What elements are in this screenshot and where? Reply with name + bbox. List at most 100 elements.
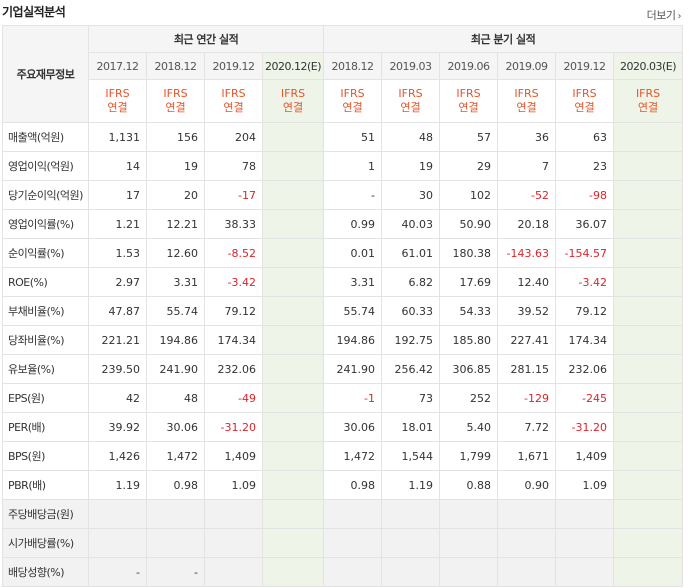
table-cell: 156 bbox=[146, 122, 205, 152]
table-cell: 36 bbox=[497, 122, 557, 152]
table-cell: 19 bbox=[146, 151, 205, 181]
table-cell: 12.60 bbox=[146, 238, 205, 268]
table-cell: 30.06 bbox=[323, 412, 383, 442]
ifrs-consolidated-label: IFRS 연결 bbox=[146, 79, 205, 123]
table-cell: 63 bbox=[555, 122, 615, 152]
table-cell: 42 bbox=[88, 383, 147, 413]
table-cell bbox=[261, 325, 325, 355]
quarter-group-header: 최근 분기 실적 bbox=[323, 25, 684, 53]
table-cell: 194.86 bbox=[323, 325, 383, 355]
table-cell bbox=[261, 267, 325, 297]
ifrs-label: IFRS bbox=[163, 87, 188, 100]
table-cell: 60.33 bbox=[381, 296, 441, 326]
more-link[interactable]: 더보기 › bbox=[646, 7, 682, 23]
table-cell bbox=[323, 557, 383, 587]
table-cell: -8.52 bbox=[204, 238, 263, 268]
table-cell bbox=[88, 528, 147, 558]
chevron-right-icon[interactable]: › bbox=[677, 11, 682, 22]
table-cell: 185.80 bbox=[439, 325, 499, 355]
table-cell bbox=[261, 383, 325, 413]
table-cell bbox=[613, 557, 684, 587]
table-cell: 48 bbox=[381, 122, 441, 152]
ifrs-label: IFRS bbox=[105, 87, 130, 100]
table-cell bbox=[381, 557, 441, 587]
table-cell: 174.34 bbox=[204, 325, 263, 355]
table-cell bbox=[497, 557, 557, 587]
row-label: PER(배) bbox=[2, 412, 89, 442]
period-header: 2018.12 bbox=[146, 52, 205, 80]
table-cell bbox=[613, 528, 684, 558]
table-cell: 306.85 bbox=[439, 354, 499, 384]
period-header: 2019.12 bbox=[555, 52, 615, 80]
table-cell bbox=[261, 557, 325, 587]
table-cell: 7 bbox=[497, 151, 557, 181]
table-row: 당좌비율(%) 221.21 194.86 174.34 194.86 192.75 185… bbox=[2, 325, 684, 355]
table-cell: 79.12 bbox=[204, 296, 263, 326]
table-cell bbox=[261, 470, 325, 500]
ifrs-consolidated-label: IFRS 연결 bbox=[381, 79, 441, 123]
table-cell: 29 bbox=[439, 151, 499, 181]
table-cell: 241.90 bbox=[146, 354, 205, 384]
annual-group-header: 최근 연간 실적 bbox=[87, 25, 325, 53]
table-cell: -52 bbox=[497, 180, 557, 210]
table-cell: -154.57 bbox=[555, 238, 615, 268]
row-label: 매출액(억원) bbox=[2, 122, 89, 152]
table-cell bbox=[613, 383, 684, 413]
table-cell bbox=[613, 122, 684, 152]
table-cell bbox=[88, 499, 147, 529]
period-header: 2020.03(E) bbox=[613, 52, 684, 80]
table-cell: 1 bbox=[323, 151, 383, 181]
table-cell: 57 bbox=[439, 122, 499, 152]
table-cell: 50.90 bbox=[439, 209, 499, 239]
row-label: 유보율(%) bbox=[2, 354, 89, 384]
table-cell: 232.06 bbox=[555, 354, 615, 384]
table-cell: 1.19 bbox=[88, 470, 147, 500]
table-cell: 79.12 bbox=[555, 296, 615, 326]
table-cell: 30.06 bbox=[146, 412, 205, 442]
table-cell: 180.38 bbox=[439, 238, 499, 268]
table-cell bbox=[204, 499, 263, 529]
table-cell: 47.87 bbox=[88, 296, 147, 326]
table-cell: 78 bbox=[204, 151, 263, 181]
table-cell: 23 bbox=[555, 151, 615, 181]
table-cell: 232.06 bbox=[204, 354, 263, 384]
table-cell: -3.42 bbox=[555, 267, 615, 297]
ifrs-label: IFRS bbox=[221, 87, 246, 100]
period-header: 2019.09 bbox=[497, 52, 557, 80]
table-row: 주당배당금(원) bbox=[2, 499, 684, 529]
table-cell: 30 bbox=[381, 180, 441, 210]
table-cell bbox=[323, 499, 383, 529]
table-cell bbox=[555, 557, 615, 587]
more-label[interactable]: 더보기 bbox=[646, 9, 676, 22]
table-row: 유보율(%) 239.50 241.90 232.06 241.90 256.42 306.… bbox=[2, 354, 684, 384]
table-cell: 1.53 bbox=[88, 238, 147, 268]
consolidated-label: 연결 bbox=[165, 101, 186, 114]
table-cell bbox=[204, 528, 263, 558]
table-row: 매출액(억원) 1,131 156 204 51 48 57 36 63 bbox=[2, 122, 684, 152]
table-cell bbox=[555, 499, 615, 529]
table-cell: 39.92 bbox=[88, 412, 147, 442]
table-cell: 1.21 bbox=[88, 209, 147, 239]
table-cell bbox=[497, 528, 557, 558]
table-row: PER(배) 39.92 30.06 -31.20 30.06 18.01 5.40 7.72… bbox=[2, 412, 684, 442]
row-label: 영업이익(억원) bbox=[2, 151, 89, 181]
table-cell: 1,426 bbox=[88, 441, 147, 471]
row-label: ROE(%) bbox=[2, 267, 89, 297]
row-label: PBR(배) bbox=[2, 470, 89, 500]
period-header: 2019.06 bbox=[439, 52, 499, 80]
row-label: 당좌비율(%) bbox=[2, 325, 89, 355]
table-cell bbox=[613, 354, 684, 384]
consolidated-label: 연결 bbox=[637, 101, 659, 114]
ifrs-label: IFRS bbox=[280, 87, 306, 100]
table-row: BPS(원) 1,426 1,472 1,409 1,472 1,544 1,799 1,67… bbox=[2, 441, 684, 471]
table-cell: 256.42 bbox=[381, 354, 441, 384]
table-cell: 2.97 bbox=[88, 267, 147, 297]
table-cell: 55.74 bbox=[146, 296, 205, 326]
table-cell bbox=[613, 470, 684, 500]
ifrs-consolidated-label: IFRS 연결 bbox=[613, 79, 684, 123]
table-cell bbox=[261, 441, 325, 471]
table-cell: 0.99 bbox=[323, 209, 383, 239]
table-cell: -3.42 bbox=[204, 267, 263, 297]
table-cell: 1,409 bbox=[555, 441, 615, 471]
table-cell: 1,409 bbox=[204, 441, 263, 471]
